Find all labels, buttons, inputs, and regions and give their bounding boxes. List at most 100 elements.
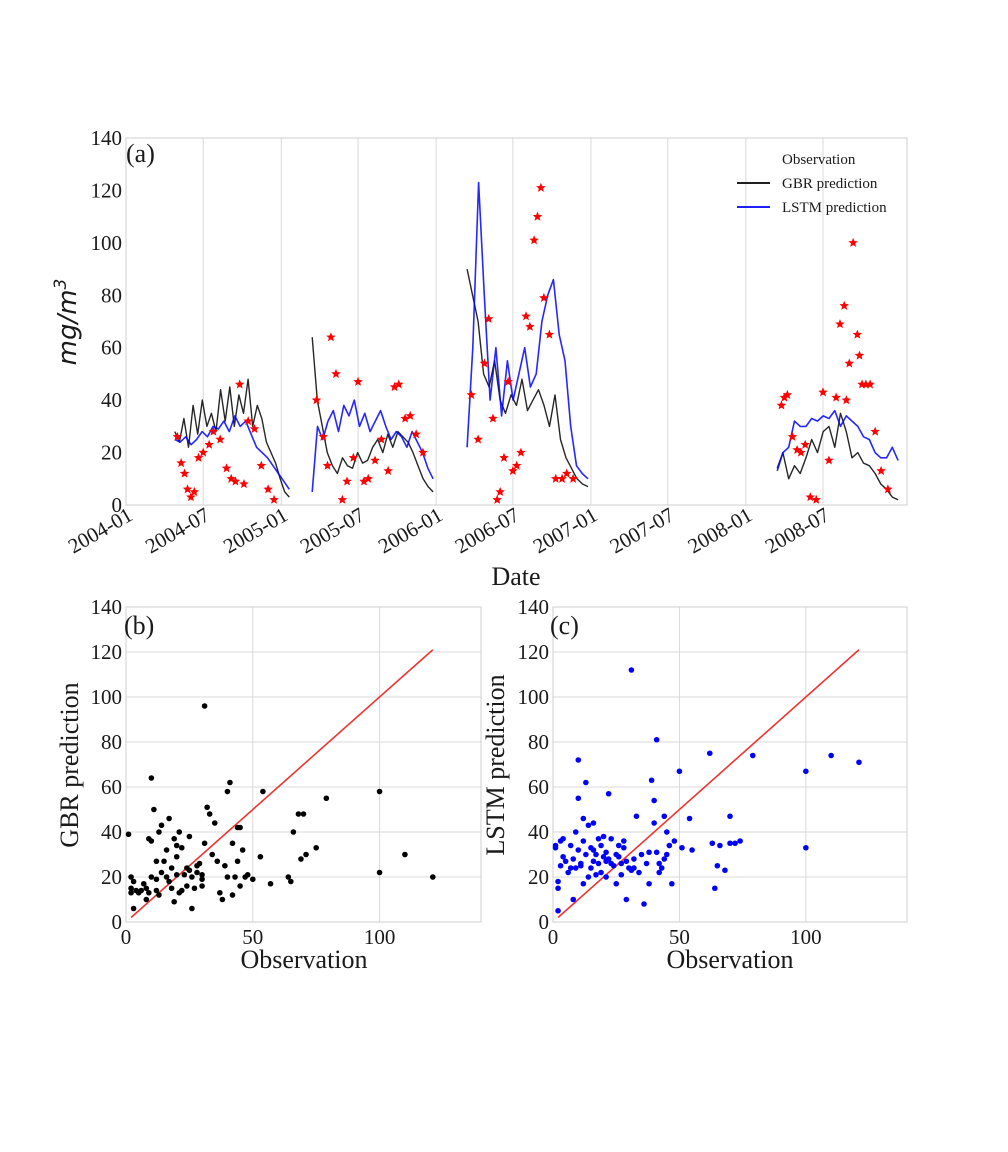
panel-a-time-series: 0 20 40 60 80 100 120 140 2004-01 2004-07 2005-01… (51, 126, 908, 591)
panel-c-scatter-point (565, 869, 571, 876)
panel-c-scatter-point (651, 820, 657, 826)
panel-a-observation-point (269, 494, 279, 504)
panel-a-observation-point (186, 492, 196, 502)
panel-c-scatter-point (621, 838, 627, 844)
panel-b-scatter-point (234, 858, 241, 865)
panel-b-scatter-point (151, 806, 157, 813)
panel-c-scatter-point (661, 856, 668, 862)
panel-b-y-tick-label: 100 (91, 685, 123, 709)
legend-gbr: GBR prediction (737, 176, 878, 192)
panel-b-y-tick-label: 20 (101, 865, 122, 889)
panel-a-observation-point (249, 423, 260, 434)
panel-b-scatter-point (158, 869, 165, 876)
panel-b-scatter-point (376, 788, 383, 795)
panel-b-scatter-point (153, 876, 160, 883)
panel-b-scatter-point (173, 842, 180, 849)
panel-c-x-tick-label: 0 (548, 925, 559, 949)
panel-c-scatter-point (638, 851, 645, 858)
panel-b-y-tick-label: 140 (91, 595, 123, 619)
panel-c-scatter-point (623, 896, 630, 903)
panel-c-scatter-point (717, 842, 723, 849)
panel-a-observation-point (370, 455, 380, 465)
panel-c-scatter-point (585, 822, 592, 829)
panel-a-observation-point (331, 368, 341, 378)
panel-a-observation-point (550, 473, 561, 483)
panel-a-observation-point (239, 479, 249, 489)
panel-c-x-ticks: 0 50 100 (548, 925, 822, 949)
panel-c-scatter-point (605, 856, 612, 862)
panel-b-scatter-point (376, 869, 383, 876)
panel-b-scatter-point (186, 867, 193, 874)
panel-a-observation-point (176, 458, 186, 468)
panel-b-scatter-point (402, 851, 408, 858)
panel-a-observation-point (208, 426, 219, 436)
panel-b-identity-line (130, 649, 434, 919)
panel-a-observation-point (800, 439, 810, 449)
panel-a-observation-point (204, 439, 214, 449)
panel-a-observation-point (544, 329, 555, 339)
panel-b-scatter-point (161, 858, 167, 865)
panel-a-observation-point (536, 182, 546, 192)
panel-b-scatter-point (244, 871, 251, 878)
panel-a-observation-point (226, 473, 236, 483)
panel-a-x-tick-label: 2006-07 (451, 503, 524, 559)
panel-c-scatter-point (590, 858, 597, 865)
panel-c-scatter-point (803, 844, 809, 851)
panel-b-scatter-point (128, 885, 134, 892)
panel-b-y-tick-label: 60 (101, 775, 122, 799)
panel-a-observation-point (492, 494, 502, 504)
panel-a-observation-point (400, 413, 410, 423)
panel-c-scatter-point (557, 862, 564, 869)
panel-a-y-label-exponent: 3 (51, 279, 71, 290)
panel-a-observation-point (473, 434, 483, 444)
panel-b-scatter-point (303, 851, 309, 858)
panel-b-scatter-point (194, 869, 200, 876)
panel-b-scatter-point (214, 858, 221, 865)
panel-b-scatter-point (201, 840, 208, 847)
panel-b-scatter-point (171, 898, 177, 905)
panel-b-scatter-point (313, 844, 319, 851)
panel-b-scatter-point (199, 883, 205, 889)
panel-a-y-tick-label: 80 (101, 283, 122, 307)
panel-a-observation-point (182, 484, 193, 494)
panel-a-observation-point (221, 463, 232, 473)
panel-a-x-ticks: 2004-01 2004-07 2005-01 2005-07 2006-01 2006-… (64, 503, 834, 559)
panel-b-scatter-point (143, 885, 150, 892)
panel-a-observation-point (318, 431, 329, 441)
panel-c-scatter-point (555, 885, 561, 892)
panel-b-scatter-point (222, 862, 228, 869)
panel-a-y-tick-label: 60 (101, 336, 122, 360)
panel-c-scatter-point (631, 865, 637, 871)
panel-c-scatter-point (580, 838, 587, 844)
panel-a-observation-point (521, 311, 531, 321)
panel-a-observation-point (405, 410, 415, 420)
panel-b-x-label: Observation (240, 945, 367, 974)
panel-b-scatter-point (295, 811, 302, 817)
panel-a-observation-point (516, 447, 526, 457)
panel-c-scatter-lstm: 0 20 40 60 80 100 120 140 0 50 100 (c) Observatio… (481, 595, 908, 974)
panel-c-scatter-point (608, 835, 614, 842)
panel-a-tag: (a) (126, 139, 155, 168)
panel-c-scatter-point (633, 813, 640, 820)
panel-c-scatter-point (615, 853, 622, 860)
panel-b-scatter-point (204, 804, 210, 811)
panel-a-x-tick-label: 2004-01 (64, 503, 137, 559)
panel-c-scatter-point (714, 862, 721, 869)
panel-a-observation-point (495, 486, 505, 496)
panel-c-scatter-point (658, 865, 665, 871)
panel-b-scatter-point (199, 871, 205, 878)
panel-a-observation-point (189, 486, 200, 496)
panel-c-scatter-point (749, 752, 756, 759)
panel-a-y-tick-label: 40 (101, 388, 122, 412)
panel-b-scatter-point (186, 833, 193, 840)
panel-b-scatter-point (148, 838, 155, 844)
panel-c-scatter-point (653, 736, 660, 743)
panel-a-observation-point (322, 460, 333, 470)
panel-a-observation-point (811, 494, 821, 504)
panel-c-scatter-point (598, 842, 604, 849)
legend-gbr-label: GBR prediction (782, 176, 878, 192)
panel-c-scatter-point (590, 820, 597, 826)
panel-a-observation-point (831, 392, 841, 402)
panel-a-observation-point (342, 476, 352, 486)
panel-b-scatter-point (206, 811, 213, 817)
